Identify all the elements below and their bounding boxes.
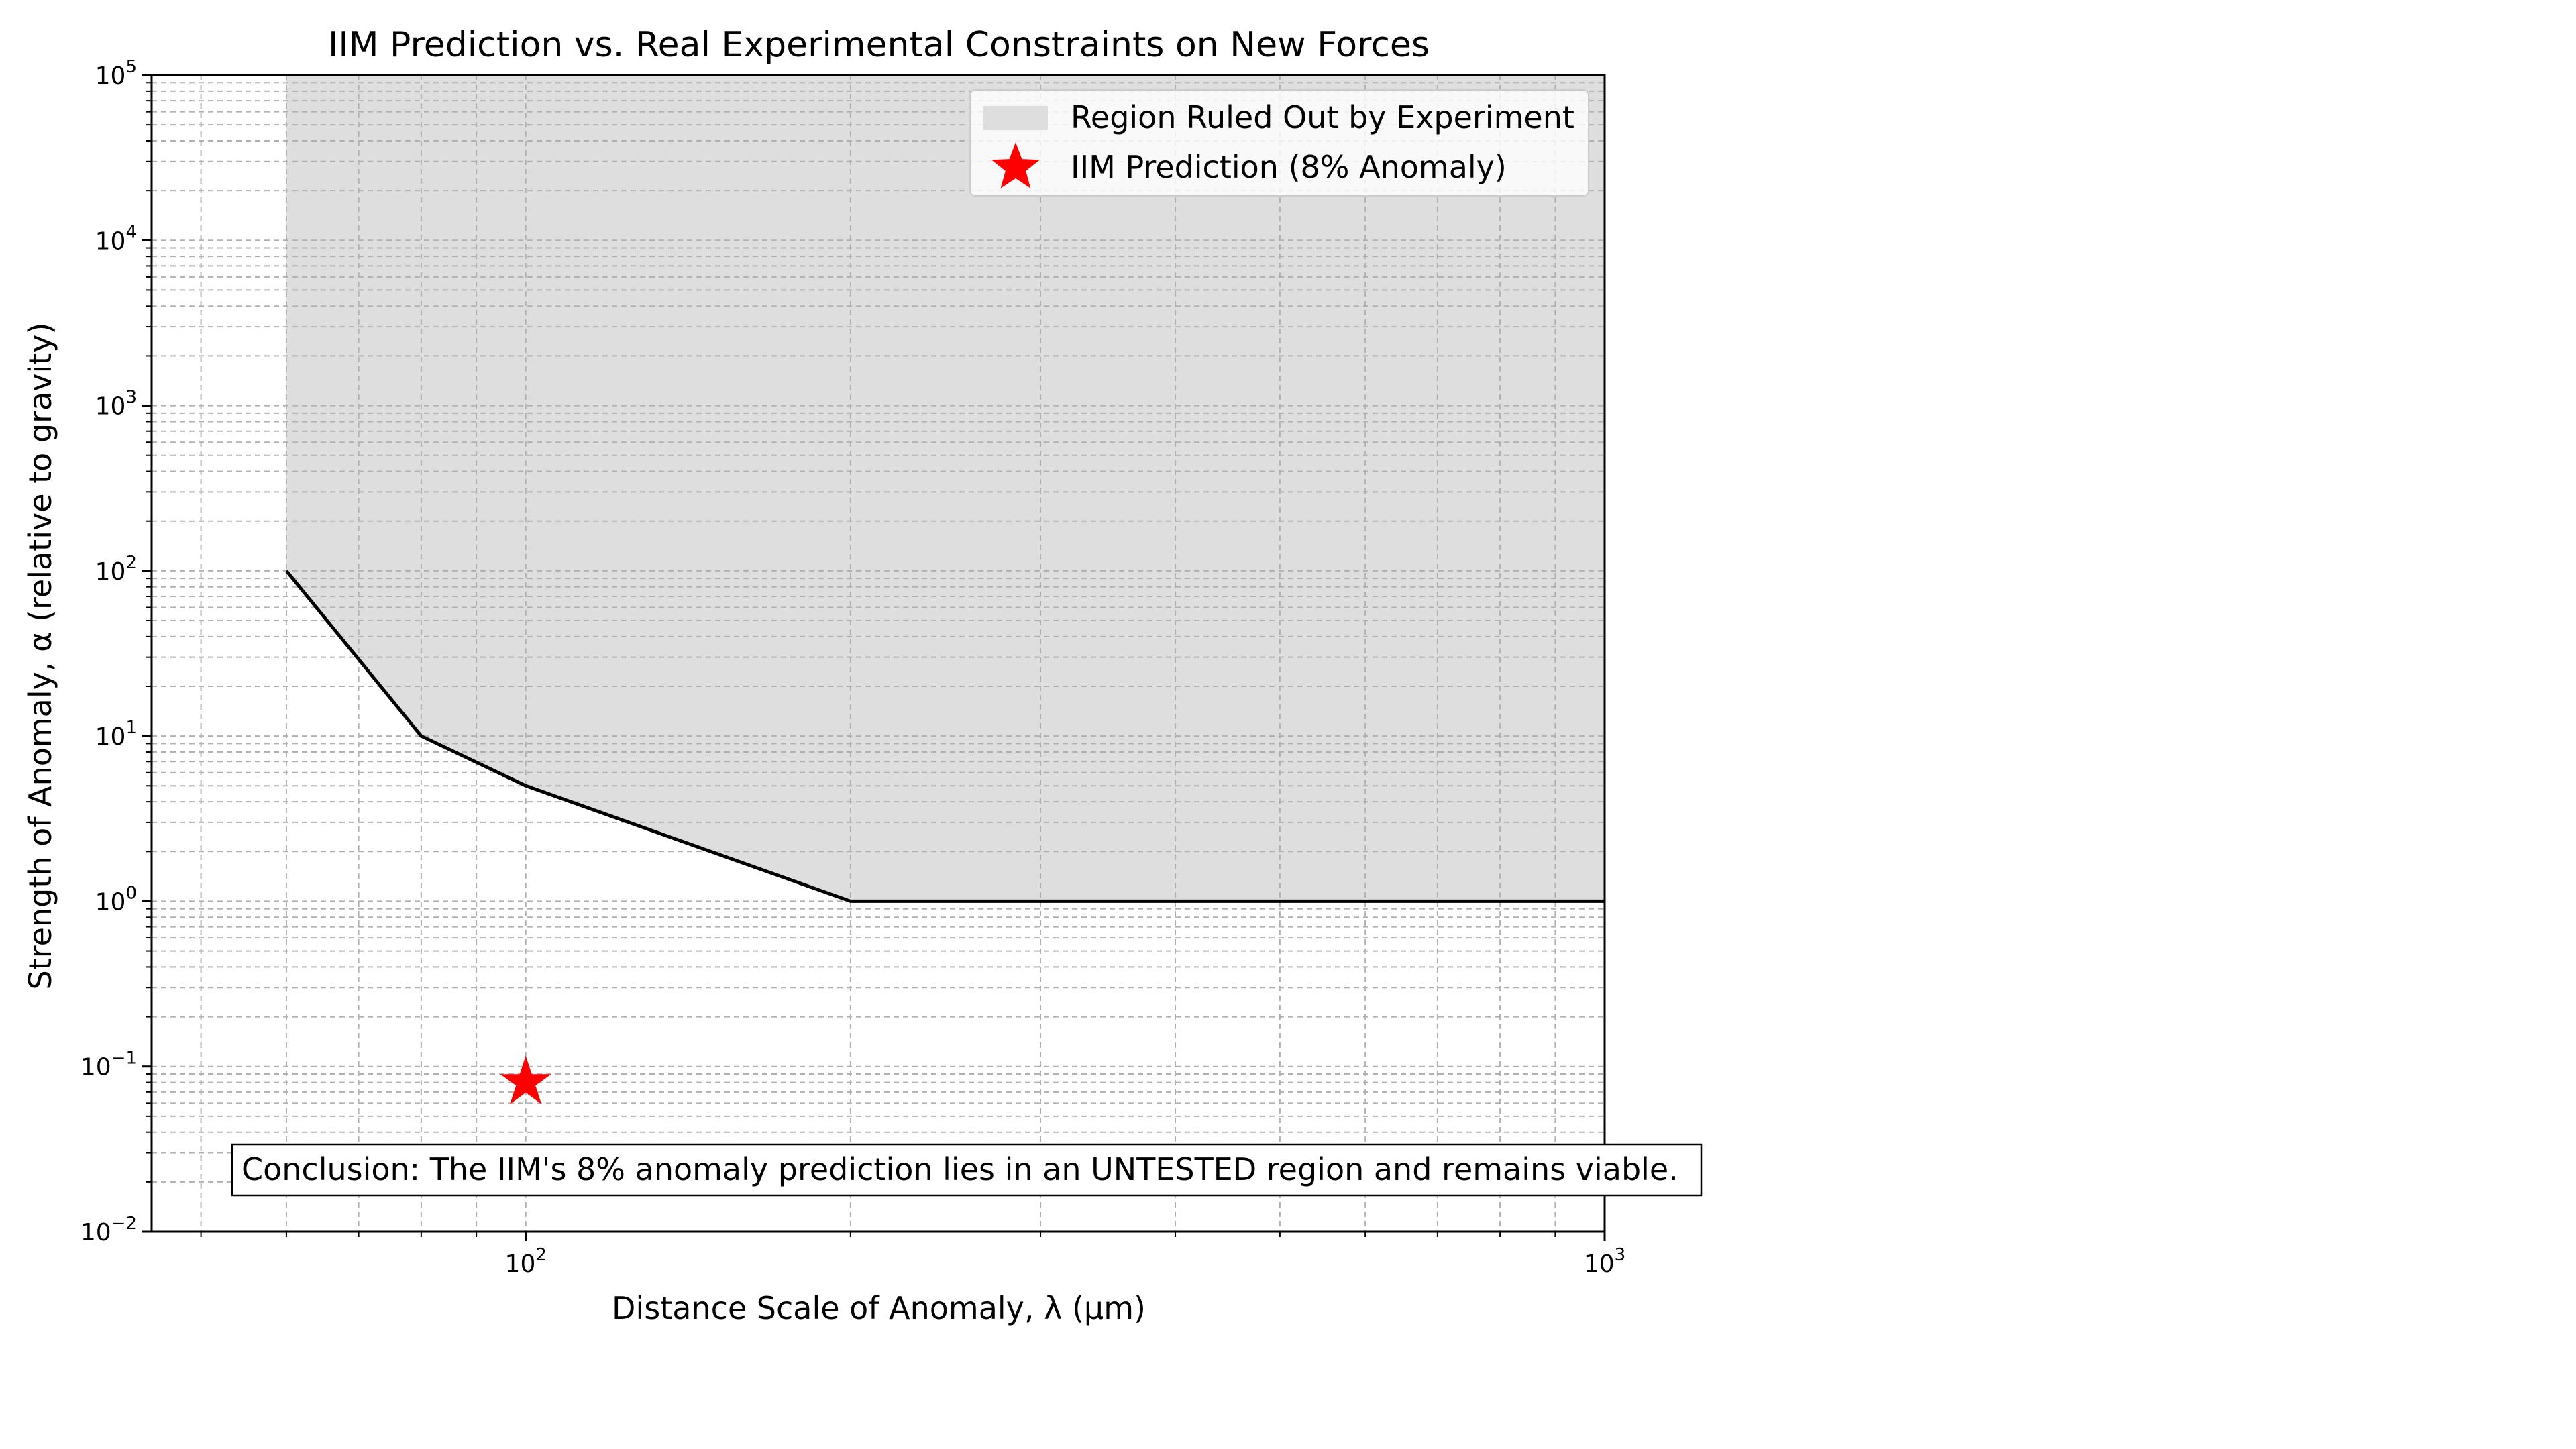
y-tick-label: 102 [95,553,137,586]
y-tick-exponent: 5 [125,57,137,77]
x-axis-label: Distance Scale of Anomaly, λ (μm) [612,1290,1146,1326]
legend-swatch-ruled-out [983,106,1048,130]
x-tick-base: 10 [505,1250,536,1278]
y-tick-base: 10 [95,62,126,90]
legend-label-iim-prediction: IIM Prediction (8% Anomaly) [1071,149,1507,185]
y-tick-exponent: 1 [125,718,137,738]
y-tick-base: 10 [95,393,126,421]
x-tick-label: 102 [505,1245,547,1278]
annotation-box [231,1143,1703,1197]
conclusion-annotation: Conclusion: The IIM's 8% anomaly predict… [231,1143,1703,1197]
y-tick-base: 10 [80,1054,111,1081]
annotation-text: Conclusion: The IIM's 8% anomaly predict… [241,1151,1678,1187]
legend: Region Ruled Out by Experiment IIM Predi… [969,89,1589,197]
constraint-line [284,570,1605,903]
x-tick-exponent: 2 [535,1245,547,1265]
y-tick-label: 101 [95,718,137,751]
y-tick-exponent: 2 [125,553,137,573]
legend-star-icon [991,142,1040,189]
y-tick-label: 10−1 [80,1049,137,1081]
x-tick-base: 10 [1584,1250,1615,1278]
y-tick-base: 10 [95,558,126,586]
x-tick-label: 103 [1584,1245,1625,1278]
y-axis-label: Strength of Anomaly, α (relative to grav… [22,323,58,990]
y-tick-exponent: 0 [125,883,137,903]
y-tick-label: 104 [95,222,137,255]
y-tick-base: 10 [95,227,126,255]
y-tick-base: 10 [95,723,126,751]
y-tick-label: 100 [95,883,137,916]
legend-frame [969,89,1589,197]
axes-frame [150,74,1606,1233]
y-tick-exponent: −2 [111,1214,137,1234]
y-tick-exponent: −1 [111,1049,137,1069]
iim-prediction-star [500,1055,551,1104]
y-tick-base: 10 [95,888,126,916]
y-tick-base: 10 [80,1219,111,1246]
y-tick-exponent: 3 [125,388,137,408]
ruled-out-region [286,75,1605,902]
chart-title: IIM Prediction vs. Real Experimental Con… [328,25,1430,65]
y-tick-exponent: 4 [125,222,137,242]
legend-label-ruled-out: Region Ruled Out by Experiment [1071,99,1574,136]
y-tick-label: 103 [95,388,137,421]
x-tick-exponent: 3 [1615,1245,1626,1265]
axis-ticks [142,74,1606,1241]
y-tick-label: 10−2 [80,1214,137,1246]
y-tick-label: 105 [95,57,137,90]
